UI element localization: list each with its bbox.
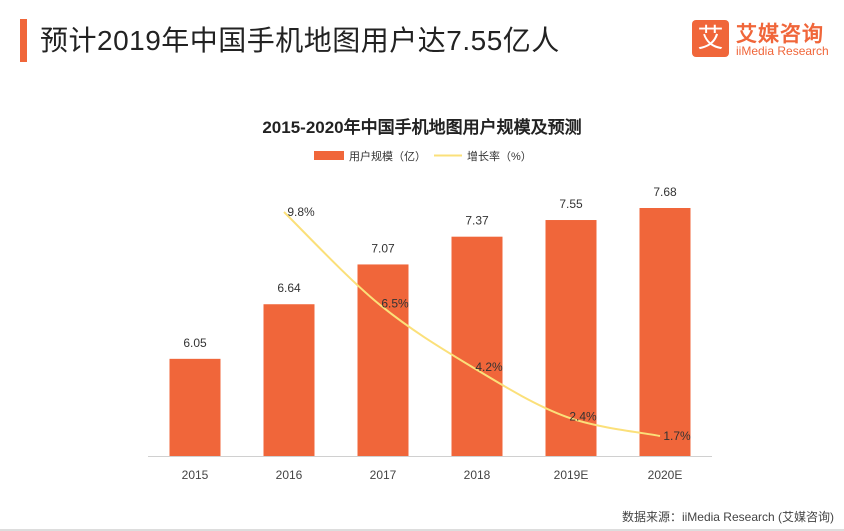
x-tick-2019E: 2019E bbox=[554, 468, 589, 482]
bar-label-2017: 7.07 bbox=[371, 241, 395, 255]
line-label-2018: 4.2% bbox=[475, 360, 503, 374]
bar-label-2016: 6.64 bbox=[277, 281, 301, 295]
brand-name-cn: 艾媒咨询 bbox=[736, 23, 824, 46]
line-labels: 9.8% 6.5% 4.2% 2.4% 1.7% bbox=[287, 205, 691, 443]
line-label-2016: 9.8% bbox=[287, 205, 315, 219]
x-tick-2018: 2018 bbox=[464, 468, 491, 482]
legend-label-bar: 用户规模（亿） bbox=[349, 149, 426, 163]
legend-label-line: 增长率（%） bbox=[467, 149, 532, 163]
brand-logo: 艾 艾媒咨询 iiMedia Research bbox=[692, 16, 829, 64]
data-source: 数据来源：iiMedia Research (艾媒咨询) bbox=[621, 510, 834, 524]
bar-label-2019E: 7.55 bbox=[559, 197, 583, 211]
footer-divider bbox=[0, 529, 844, 531]
x-tick-labels: 2015 2016 2017 2018 2019E 2020E bbox=[182, 468, 683, 482]
bar-label-2015: 6.05 bbox=[183, 336, 207, 350]
chart-title: 2015-2020年中国手机地图用户规模及预测 bbox=[262, 117, 581, 137]
title-accent-bar bbox=[20, 19, 27, 62]
brand-name-en: iiMedia Research bbox=[736, 44, 829, 58]
bar-series bbox=[169, 208, 691, 456]
bar-2018 bbox=[451, 236, 503, 456]
line-label-2020E: 1.7% bbox=[663, 429, 691, 443]
bar-label-2018: 7.37 bbox=[465, 214, 489, 228]
line-label-2019E: 2.4% bbox=[569, 410, 597, 424]
x-tick-2015: 2015 bbox=[182, 468, 209, 482]
line-label-2017: 6.5% bbox=[381, 296, 409, 310]
bar-labels: 6.05 6.64 7.07 7.37 7.55 7.68 bbox=[183, 185, 677, 350]
legend-swatch-bar bbox=[314, 151, 344, 160]
legend: 用户规模（亿） 增长率（%） bbox=[314, 149, 532, 163]
bar-2017 bbox=[357, 264, 409, 456]
bar-label-2020E: 7.68 bbox=[653, 185, 677, 199]
bar-2016 bbox=[263, 304, 315, 456]
bar-2019E bbox=[545, 220, 597, 456]
x-tick-2016: 2016 bbox=[276, 468, 303, 482]
x-tick-2017: 2017 bbox=[370, 468, 397, 482]
brand-mark-icon: 艾 bbox=[692, 20, 729, 57]
page-title: 预计2019年中国手机地图用户达7.55亿人 bbox=[40, 25, 560, 56]
bar-2020E bbox=[639, 208, 691, 456]
growth-rate-line bbox=[283, 211, 661, 437]
x-tick-2020E: 2020E bbox=[648, 468, 683, 482]
bar-2015 bbox=[169, 358, 221, 456]
